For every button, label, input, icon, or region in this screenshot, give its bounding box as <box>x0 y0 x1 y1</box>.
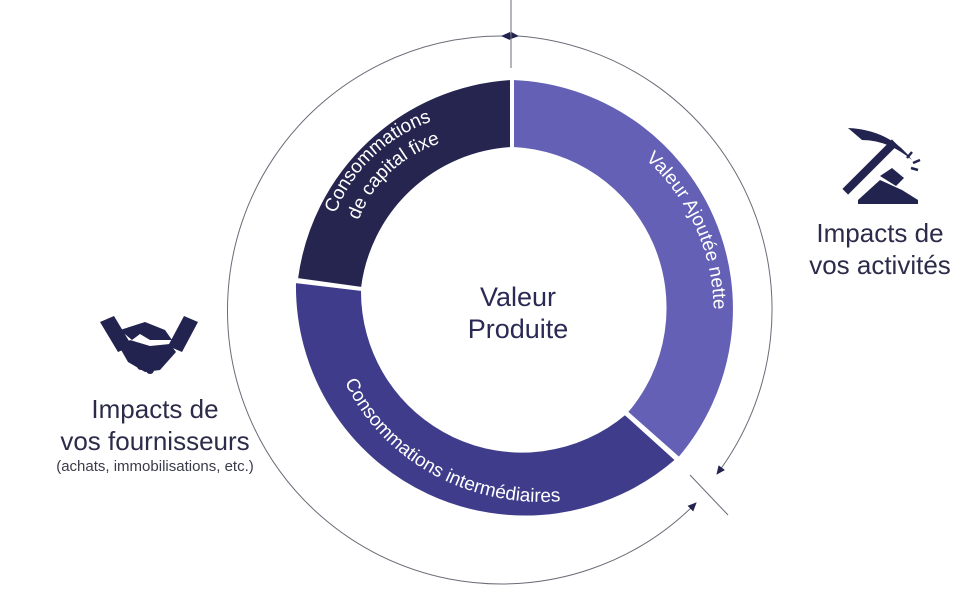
segment-consommations-intermediaires <box>293 280 678 518</box>
center-label-line1: Valeur <box>480 282 556 312</box>
outer-arc-left <box>227 31 697 585</box>
left-caption-title-2: vos fournisseurs <box>60 426 250 456</box>
left-caption-subtitle: (achats, immobilisations, etc.) <box>56 458 254 475</box>
segment-valeur-ajoutee <box>512 77 735 460</box>
right-caption-title-2: vos activités <box>809 250 951 280</box>
center-label-line2: Produite <box>468 314 569 344</box>
left-caption-title-1: Impacts de <box>91 394 219 424</box>
right-caption-title-1: Impacts de <box>816 218 944 248</box>
bottom-separator-line <box>689 474 729 516</box>
handshake-icon <box>100 316 198 374</box>
left-caption: Impacts de vos fournisseurs (achats, imm… <box>10 393 300 477</box>
segment-capital-fixe <box>295 77 512 290</box>
right-caption: Impacts de vos activités <box>790 217 970 281</box>
outer-arc-right <box>509 31 773 475</box>
pickaxe-icon <box>842 128 921 204</box>
